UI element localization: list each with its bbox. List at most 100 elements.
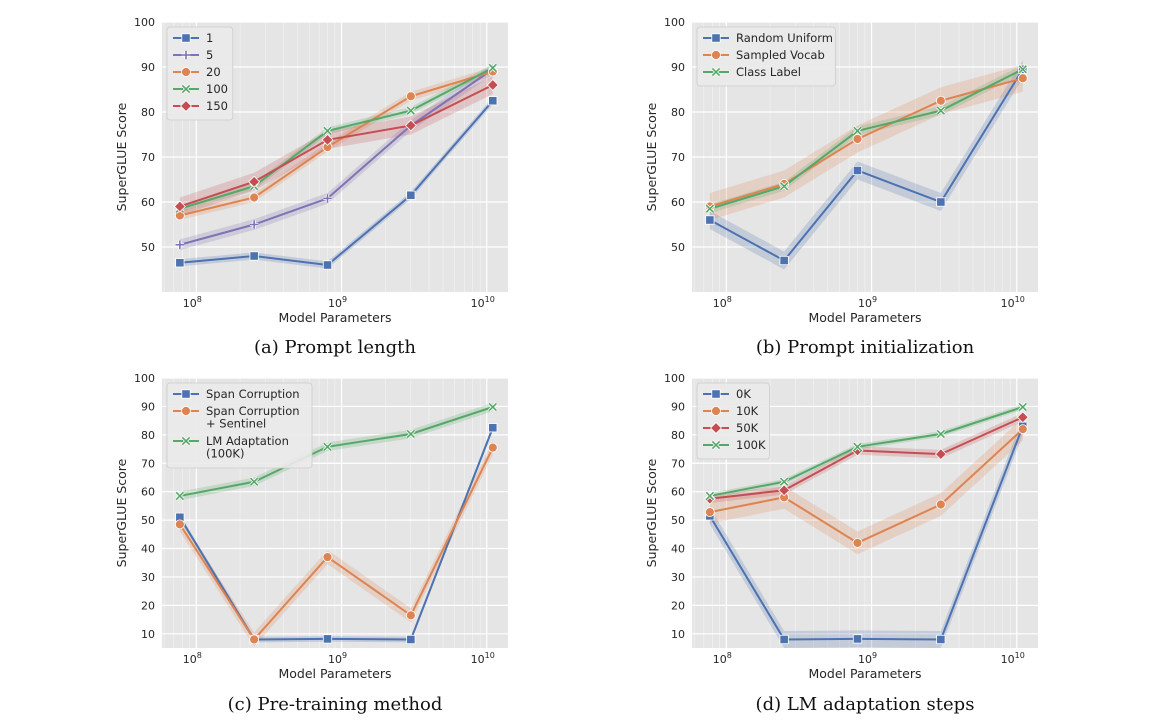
legend-item: Span Corruption+ Sentinel [173, 404, 300, 431]
y-tick-label: 70 [671, 457, 685, 470]
data-point [703, 492, 716, 505]
y-axis-label: SuperGLUE Score [114, 458, 129, 567]
y-tick-label: 50 [141, 241, 155, 254]
legend-marker [710, 422, 722, 434]
panel-caption: (a) Prompt length [254, 337, 416, 358]
data-point [852, 165, 863, 176]
legend-item: 1 [173, 31, 213, 45]
y-tick-label: 40 [141, 543, 155, 556]
legend-item: LM Adaptation(100K) [173, 434, 289, 461]
y-tick-label: 70 [141, 457, 155, 470]
data-point [705, 215, 715, 225]
y-tick-label: 60 [141, 486, 155, 499]
legend-marker [711, 389, 721, 399]
confidence-band [179, 64, 493, 213]
data-point [406, 634, 416, 645]
x-tick-label: 1010 [471, 651, 495, 666]
legend-marker [181, 84, 191, 94]
y-axis-label: SuperGLUE Score [644, 458, 659, 567]
y-tick-label: 80 [141, 106, 155, 119]
confidence-band [179, 63, 493, 251]
data-point [936, 429, 946, 439]
legend-marker [181, 436, 191, 446]
x-tick-label: 1010 [1001, 651, 1025, 666]
x-tick-exponent: 10 [485, 295, 495, 304]
data-point [405, 610, 416, 621]
y-tick-label: 40 [671, 543, 685, 556]
legend-box [696, 26, 836, 87]
marker-stroke [711, 67, 721, 77]
data-point [778, 484, 791, 497]
panel-caption: (d) LM adaptation steps [756, 694, 975, 715]
y-tick-label: 90 [671, 400, 685, 413]
data-point [779, 634, 789, 645]
data-point [175, 258, 185, 268]
marker-stroke [853, 442, 862, 451]
legend-label: 0K [736, 387, 751, 401]
legend-marker [711, 440, 721, 450]
legend-item: 20 [173, 65, 221, 79]
marker-stroke [779, 477, 789, 486]
data-point [248, 175, 261, 188]
data-point [935, 499, 946, 510]
data-point [249, 192, 260, 203]
data-point [705, 204, 715, 214]
y-tick-label: 20 [671, 599, 685, 612]
data-point [852, 537, 863, 548]
legend-box [166, 382, 313, 469]
legend-label: Span Corruption [206, 404, 300, 418]
data-point [486, 79, 499, 91]
legend-label: Random Uniform [736, 31, 833, 45]
data-point [175, 240, 185, 249]
data-point [249, 251, 259, 261]
data-point [779, 255, 789, 266]
legend-marker [181, 406, 191, 416]
data-point [1017, 73, 1028, 84]
legend-label: LM Adaptation [206, 434, 289, 448]
data-point [1016, 411, 1029, 424]
legend-label: 100K [736, 438, 766, 452]
data-point [249, 477, 259, 487]
y-tick-label: 10 [671, 628, 685, 641]
data-point [405, 91, 416, 102]
data-point [488, 402, 498, 412]
legend-marker [181, 389, 191, 399]
y-tick-label: 50 [141, 514, 155, 527]
legend-item: 0K [703, 387, 751, 401]
legend-box [696, 382, 770, 460]
data-point [936, 634, 946, 645]
y-tick-label: 50 [671, 241, 685, 254]
marker-stroke [1018, 65, 1027, 74]
legend: 1 5 20 100 150 [166, 26, 234, 121]
legend-item: 100 [173, 82, 228, 96]
y-tick-label: 90 [141, 400, 155, 413]
data-point [321, 133, 334, 146]
y-tick-label: 30 [141, 571, 155, 584]
marker-stroke [936, 106, 946, 115]
x-axis-label: Model Parameters [278, 666, 391, 681]
data-point [852, 134, 863, 144]
legend-box [166, 26, 234, 121]
legend-marker [711, 33, 721, 43]
y-tick-label: 100 [664, 16, 685, 29]
legend-marker [711, 67, 721, 77]
legend-marker [181, 50, 191, 60]
legend-item: 50K [703, 421, 759, 435]
legend-label: 20 [206, 65, 221, 79]
data-point [704, 507, 715, 518]
data-point [406, 190, 416, 200]
data-point [1018, 64, 1028, 74]
x-axis-label: Model Parameters [808, 310, 921, 325]
data-point [936, 105, 946, 116]
data-point [404, 119, 417, 132]
x-tick-exponent: 10 [485, 651, 495, 660]
data-point [173, 200, 186, 213]
legend-item: 150 [173, 99, 228, 113]
x-tick-exponent: 8 [197, 295, 202, 304]
y-tick-label: 70 [671, 151, 685, 164]
y-axis-label: SuperGLUE Score [644, 102, 659, 211]
marker-stroke [488, 402, 497, 412]
marker-stroke [175, 491, 185, 501]
